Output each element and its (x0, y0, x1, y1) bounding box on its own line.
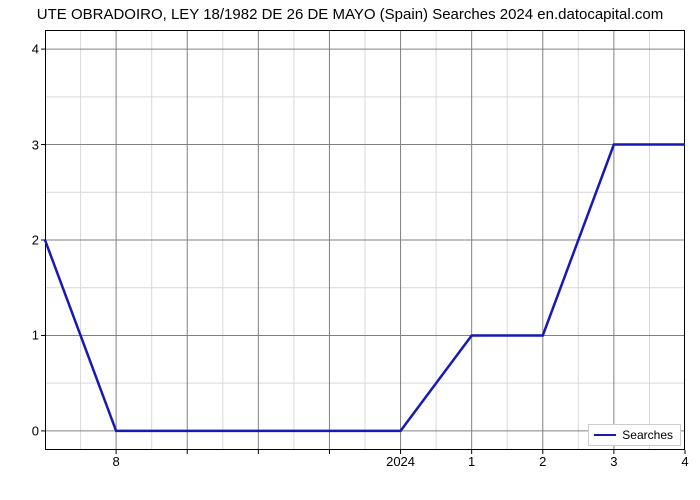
x-tick-label: 8 (112, 450, 119, 469)
chart-svg (45, 30, 685, 450)
legend-label: Searches (622, 428, 673, 442)
x-tick-label: 1 (468, 450, 475, 469)
chart-title: UTE OBRADOIRO, LEY 18/1982 DE 26 DE MAYO… (0, 6, 700, 23)
y-tick-label: 4 (32, 42, 45, 57)
y-tick-label: 3 (32, 137, 45, 152)
x-tick-label: 3 (610, 450, 617, 469)
x-tick-label: 4 (681, 450, 688, 469)
x-tick-label: 2 (539, 450, 546, 469)
x-tick-label: 2024 (386, 450, 415, 469)
y-tick-label: 2 (32, 233, 45, 248)
legend: Searches (588, 424, 681, 446)
legend-swatch (594, 434, 616, 436)
y-tick-label: 0 (32, 423, 45, 438)
y-tick-label: 1 (32, 328, 45, 343)
plot-area: 01234 820241234 Searches (45, 30, 685, 450)
chart-container: UTE OBRADOIRO, LEY 18/1982 DE 26 DE MAYO… (0, 0, 700, 500)
